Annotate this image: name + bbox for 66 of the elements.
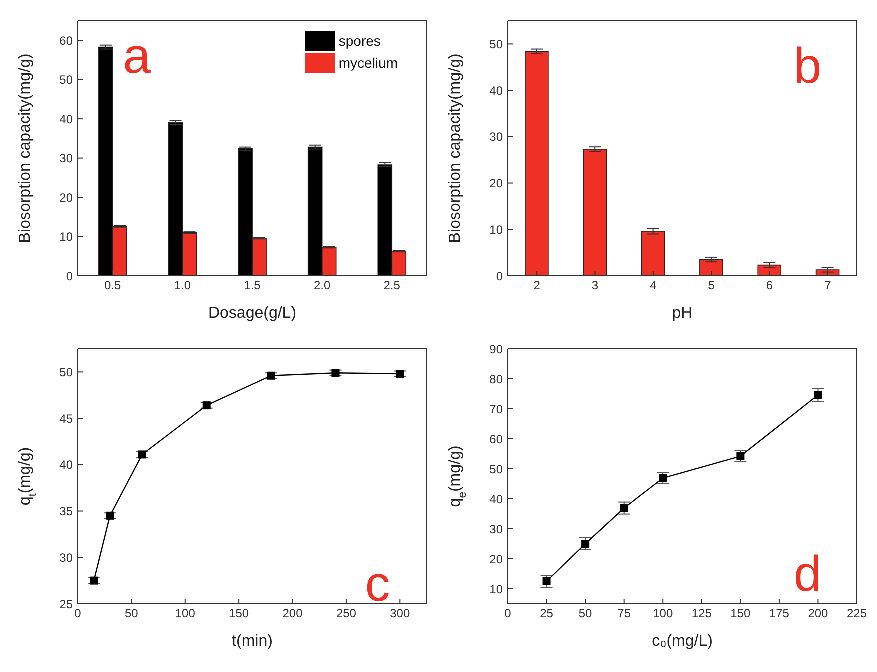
x-tick-label: 100 [653,606,674,621]
y-tick-label: 40 [60,458,74,472]
x-axis-title: t(min) [232,633,273,650]
annotation: b [794,38,822,94]
y-tick-label: 0 [66,269,74,284]
x-tick-label: 5 [708,278,716,293]
y-tick-label: 40 [490,84,504,98]
x-tick-label: 7 [824,278,832,293]
x-tick-label: 1.0 [174,278,192,293]
y-tick-label: 90 [490,342,504,356]
y-tick-label: 45 [60,412,74,426]
y-tick-label: 50 [490,462,504,476]
y-tick-label: 80 [490,372,504,386]
y-tick-label: 10 [490,222,504,237]
x-tick-label: 100 [175,606,196,621]
x-tick-label: 1.5 [244,278,262,293]
y-tick-label: 10 [60,230,74,244]
y-tick-label: 30 [60,152,74,166]
y-tick-label: 20 [490,552,504,566]
x-tick-label: 200 [282,606,304,621]
annotation: d [794,546,822,602]
y-tick-label: 30 [60,550,74,565]
x-axis-title: pH [672,305,693,322]
x-tick-label: 6 [766,278,774,293]
x-tick-label: 4 [650,278,658,293]
y-tick-label: 10 [490,582,504,596]
x-tick-label: 175 [769,606,790,621]
y-tick-label: 30 [490,522,504,536]
y-axis-title: Biosorption capacity(mg/g) [447,54,464,244]
x-tick-label: 75 [618,606,632,621]
x-tick-label: 50 [125,606,139,621]
y-tick-label: 40 [490,492,504,506]
x-axis-title: c₀(mg/L) [652,633,713,650]
x-tick-label: 225 [846,606,868,621]
x-tick-label: 300 [390,606,410,621]
x-tick-label: 3 [592,278,599,293]
x-tick-label: 2.0 [314,278,331,293]
y-tick-label: 20 [60,190,74,205]
x-tick-label: 50 [578,606,593,621]
y-axis-title: Biosorption capacity(mg/g) [17,54,34,244]
x-tick-label: 200 [808,606,829,621]
y-tick-label: 40 [60,112,74,126]
annotation: c [365,556,390,612]
y-tick-label: 70 [490,402,504,416]
y-tick-label: 50 [490,37,504,52]
x-tick-label: 250 [336,606,357,621]
legend-label: spores [338,33,381,49]
y-tick-label: 35 [60,504,74,519]
x-tick-label: 2.5 [384,278,401,293]
y-tick-label: 60 [60,34,74,48]
y-tick-label: 50 [60,365,74,380]
x-tick-label: 0.5 [104,278,122,293]
y-tick-label: 0 [496,269,504,284]
x-tick-label: 150 [730,606,751,621]
y-tick-label: 25 [60,597,74,612]
x-tick-label: 2 [534,278,541,293]
x-tick-label: 25 [540,606,554,621]
x-axis-title: Dosage(g/L) [208,305,297,322]
y-tick-label: 50 [60,73,74,88]
x-tick-label: 150 [229,606,250,621]
x-tick-label: 125 [692,606,712,621]
y-tick-label: 60 [490,432,504,446]
annotation: a [123,28,151,84]
legend-label: mycelium [338,55,398,71]
y-tick-label: 20 [490,176,504,191]
y-tick-label: 30 [490,130,504,144]
